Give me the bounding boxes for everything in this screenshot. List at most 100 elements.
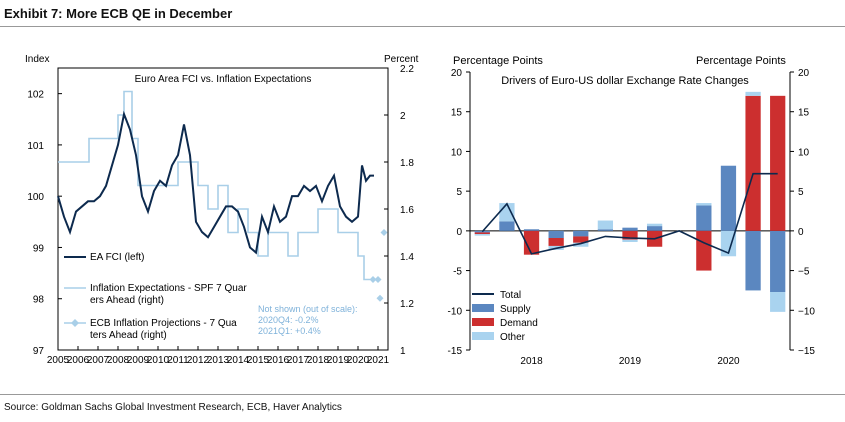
right-tick-label: 2 (400, 111, 406, 122)
legend-label: EA FCI (left) (90, 252, 144, 263)
chart-title: Euro Area FCI vs. Inflation Expectations (135, 74, 312, 85)
bar-demand (745, 95, 761, 231)
right-tick-label: 1.2 (400, 299, 414, 310)
right-tick-label: 5 (798, 187, 804, 198)
bar-demand (573, 236, 589, 243)
out-of-scale-note: 2020Q4: -0.2% (258, 315, 319, 325)
x-tick-label: 2012 (187, 355, 210, 366)
legend-label: Demand (500, 318, 538, 329)
bar-supply (622, 227, 638, 231)
x-tick-label: 2006 (67, 355, 90, 366)
x-tick-label: 2019 (327, 355, 350, 366)
bar-demand (622, 230, 638, 240)
right-chart: Percentage Points Percentage Points Driver… (448, 55, 816, 367)
bar-supply (696, 205, 712, 231)
left-axis-label: Percentage Points (453, 55, 543, 67)
right-tick-label: 2.2 (400, 64, 414, 75)
legend-label: Total (500, 290, 521, 301)
bar-supply (770, 230, 786, 293)
bar-other (597, 220, 614, 230)
right-tick-label: 15 (798, 108, 810, 119)
right-tick-label: −15 (798, 346, 815, 357)
legend-label: Supply (500, 304, 531, 315)
bar-supply (646, 226, 663, 231)
x-tick-label: 2009 (127, 355, 150, 366)
right-tick-label: 1.6 (400, 205, 414, 216)
legend-label: ECB Inflation Projections - 7 Qua (90, 318, 237, 329)
bar-other (499, 203, 515, 222)
right-tick-label: 1.4 (400, 252, 414, 263)
bar-supply (597, 229, 614, 231)
x-tick-label: 2007 (87, 355, 110, 366)
left-tick-label: 100 (27, 192, 44, 203)
x-tick-label: 2013 (207, 355, 230, 366)
right-tick-label: 0 (798, 227, 804, 238)
left-tick-label: -5 (453, 267, 462, 278)
source-note: Source: Goldman Sachs Global Investment … (4, 402, 342, 413)
bar-supply (523, 229, 540, 231)
bar-demand (696, 230, 712, 271)
bar-other (770, 292, 786, 312)
x-tick-label: 2019 (619, 356, 642, 367)
x-tick-label: 2018 (307, 355, 330, 366)
ecb-projection-point (376, 294, 384, 302)
left-tick-label: 5 (456, 187, 462, 198)
bar-other (622, 239, 638, 242)
right-tick-label: −10 (798, 306, 815, 317)
left-tick-label: 101 (27, 141, 44, 152)
bar-supply (573, 230, 589, 237)
left-tick-label: 98 (33, 295, 45, 306)
bar-demand (548, 238, 564, 246)
right-tick-label: 1 (400, 346, 406, 357)
right-tick-label: 10 (798, 147, 810, 158)
bar-demand (523, 230, 540, 255)
left-tick-label: 102 (27, 90, 44, 101)
right-axis-label: Percentage Points (696, 55, 786, 67)
x-tick-label: 2020 (717, 356, 740, 367)
left-tick-label: -15 (448, 346, 463, 357)
x-tick-label: 2018 (520, 356, 543, 367)
left-tick-label: 10 (451, 147, 463, 158)
x-tick-label: 2015 (247, 355, 270, 366)
left-tick-label: -10 (448, 306, 463, 317)
legend-swatch-demand (472, 318, 494, 326)
exhibit-title: Exhibit 7: More ECB QE in December (4, 6, 233, 21)
ecb-projection-point (369, 276, 377, 283)
x-tick-label: 2014 (227, 355, 250, 366)
bar-other (646, 223, 663, 227)
bar-other (696, 203, 712, 206)
legend-diamond (71, 319, 79, 327)
bar-demand (770, 95, 786, 231)
ecb-projection-point (374, 276, 382, 283)
bar-supply (745, 230, 761, 291)
right-tick-label: −5 (798, 267, 810, 278)
spf-line (58, 90, 370, 281)
bar-demand (474, 232, 490, 235)
out-of-scale-note: Not shown (out of scale): (258, 304, 358, 314)
title-rule (0, 26, 845, 27)
left-tick-label: 15 (451, 108, 463, 119)
left-tick-label: 99 (33, 243, 45, 254)
x-tick-label: 2016 (267, 355, 290, 366)
bar-supply (474, 230, 490, 233)
total-line (481, 172, 778, 255)
legend-swatch-supply (472, 304, 494, 312)
legend-swatch-other (472, 332, 494, 340)
bar-supply (720, 165, 737, 231)
legend-label: Other (500, 332, 526, 343)
bar-other (474, 234, 490, 236)
bar-other (745, 91, 761, 96)
left-tick-label: 97 (33, 346, 45, 357)
left-tick-label: 20 (451, 68, 463, 79)
left-axis-label: Index (25, 54, 49, 65)
left-tick-label: 0 (456, 227, 462, 238)
left-chart: Index Percent Euro Area FCI vs. Inflation … (25, 54, 419, 366)
right-axis-label: Percent (384, 54, 419, 65)
bar-supply (548, 230, 564, 239)
x-tick-label: 2021 (367, 355, 390, 366)
x-tick-label: 2020 (347, 355, 370, 366)
legend-label: Inflation Expectations - SPF 7 Quar (90, 283, 247, 294)
ecb-projection-point (380, 229, 388, 236)
legend-label: ers Ahead (right) (90, 295, 164, 306)
